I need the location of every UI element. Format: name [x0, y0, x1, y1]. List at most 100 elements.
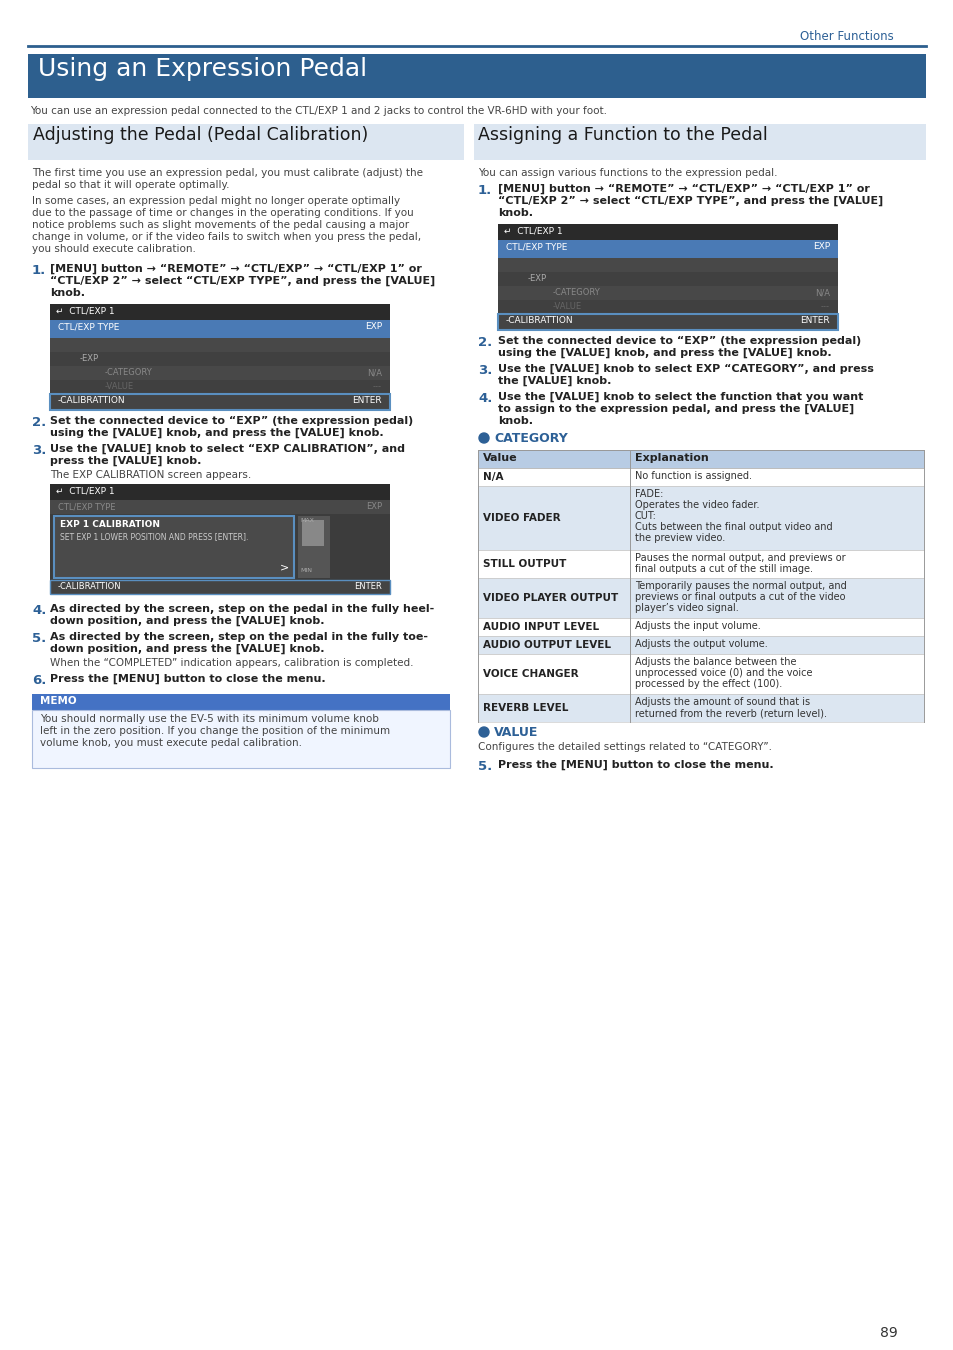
Text: using the [VALUE] knob, and press the [VALUE] knob.: using the [VALUE] knob, and press the [V… [497, 348, 831, 358]
Text: You should normally use the EV-5 with its minimum volume knob: You should normally use the EV-5 with it… [40, 714, 378, 724]
Text: VIDEO PLAYER OUTPUT: VIDEO PLAYER OUTPUT [482, 593, 618, 603]
Text: 1.: 1. [477, 184, 492, 197]
Text: AUDIO INPUT LEVEL: AUDIO INPUT LEVEL [482, 622, 598, 632]
Text: CTL/EXP TYPE: CTL/EXP TYPE [505, 242, 567, 251]
Text: AUDIO OUTPUT LEVEL: AUDIO OUTPUT LEVEL [482, 640, 610, 649]
Text: “CTL/EXP 2” → select “CTL/EXP TYPE”, and press the [VALUE]: “CTL/EXP 2” → select “CTL/EXP TYPE”, and… [497, 196, 882, 207]
Text: -CATEGORY: -CATEGORY [105, 369, 152, 377]
Text: Adjusts the input volume.: Adjusts the input volume. [635, 621, 760, 630]
Bar [50, 500, 390, 514]
Text: left in the zero position. If you change the position of the minimum: left in the zero position. If you change… [40, 726, 390, 736]
Text: -EXP: -EXP [527, 274, 547, 284]
Text: Use the [VALUE] knob to select “EXP CALIBRATION”, and: Use the [VALUE] knob to select “EXP CALI… [50, 444, 405, 454]
Text: 5.: 5. [477, 760, 492, 774]
Text: SET EXP 1 LOWER POSITION AND PRESS [ENTER].: SET EXP 1 LOWER POSITION AND PRESS [ENTE… [60, 532, 248, 541]
Bar [497, 224, 837, 240]
Circle shape [478, 728, 489, 737]
Text: Value: Value [482, 454, 517, 463]
Text: ENTER: ENTER [352, 396, 381, 405]
Text: to assign to the expression pedal, and press the [VALUE]: to assign to the expression pedal, and p… [497, 404, 853, 414]
Text: -CATEGORY: -CATEGORY [553, 288, 600, 297]
Text: Pauses the normal output, and previews or: Pauses the normal output, and previews o… [635, 554, 844, 563]
Text: you should execute calibration.: you should execute calibration. [32, 244, 195, 254]
Text: CATEGORY: CATEGORY [494, 432, 567, 446]
Bar [50, 366, 390, 379]
Bar [477, 468, 923, 486]
Text: 6.: 6. [32, 674, 47, 687]
Text: -VALUE: -VALUE [105, 382, 134, 391]
Bar [497, 271, 837, 286]
Text: -VALUE: -VALUE [553, 302, 581, 311]
Bar [497, 258, 837, 271]
Text: EXP: EXP [364, 323, 381, 331]
Text: ---: --- [373, 382, 381, 391]
Text: Use the [VALUE] knob to select EXP “CATEGORY”, and press: Use the [VALUE] knob to select EXP “CATE… [497, 364, 873, 374]
Text: MIN: MIN [299, 568, 312, 572]
Text: final outputs a cut of the still image.: final outputs a cut of the still image. [635, 564, 812, 574]
Bar [50, 580, 390, 594]
Text: -CALIBRATTION: -CALIBRATTION [58, 582, 121, 591]
Bar [477, 549, 923, 578]
Text: STILL OUTPUT: STILL OUTPUT [482, 559, 566, 568]
Text: Adjusts the amount of sound that is: Adjusts the amount of sound that is [635, 697, 809, 707]
Text: You can assign various functions to the expression pedal.: You can assign various functions to the … [477, 167, 777, 178]
Text: [MENU] button → “REMOTE” → “CTL/EXP” → “CTL/EXP 1” or: [MENU] button → “REMOTE” → “CTL/EXP” → “… [50, 265, 421, 274]
Text: player’s video signal.: player’s video signal. [635, 603, 738, 613]
Bar [50, 352, 390, 366]
Text: volume knob, you must execute pedal calibration.: volume knob, you must execute pedal cali… [40, 738, 302, 748]
Text: down position, and press the [VALUE] knob.: down position, and press the [VALUE] kno… [50, 644, 324, 655]
Text: In some cases, an expression pedal might no longer operate optimally: In some cases, an expression pedal might… [32, 196, 399, 207]
Text: unprocessed voice (0) and the voice: unprocessed voice (0) and the voice [635, 668, 812, 678]
Text: FADE:: FADE: [635, 489, 662, 500]
Text: change in volume, or if the video fails to switch when you press the pedal,: change in volume, or if the video fails … [32, 232, 420, 242]
Bar [50, 304, 390, 320]
Text: 1.: 1. [32, 265, 46, 277]
Text: ↵  CTL/EXP 1: ↵ CTL/EXP 1 [56, 486, 114, 495]
Bar [497, 300, 837, 315]
Bar [477, 450, 923, 468]
Text: down position, and press the [VALUE] knob.: down position, and press the [VALUE] kno… [50, 616, 324, 626]
Bar [477, 694, 923, 722]
Text: CTL/EXP TYPE: CTL/EXP TYPE [58, 323, 119, 331]
Bar [50, 485, 390, 500]
Text: press the [VALUE] knob.: press the [VALUE] knob. [50, 456, 201, 466]
Bar [477, 636, 923, 653]
Text: CUT:: CUT: [635, 512, 657, 521]
Text: “CTL/EXP 2” → select “CTL/EXP TYPE”, and press the [VALUE]: “CTL/EXP 2” → select “CTL/EXP TYPE”, and… [50, 275, 435, 286]
Text: REVERB LEVEL: REVERB LEVEL [482, 703, 568, 713]
Text: using the [VALUE] knob, and press the [VALUE] knob.: using the [VALUE] knob, and press the [V… [50, 428, 383, 439]
Text: ↵  CTL/EXP 1: ↵ CTL/EXP 1 [503, 225, 562, 235]
Text: Operates the video fader.: Operates the video fader. [635, 500, 759, 510]
Text: -EXP: -EXP [80, 354, 99, 363]
Text: When the “COMPLETED” indication appears, calibration is completed.: When the “COMPLETED” indication appears,… [50, 657, 413, 668]
Text: 3.: 3. [477, 364, 492, 377]
Circle shape [478, 433, 489, 443]
Text: 4.: 4. [32, 603, 47, 617]
Text: 2.: 2. [477, 336, 492, 350]
Bar [497, 240, 837, 258]
Text: -CALIBRATTION: -CALIBRATTION [505, 316, 573, 325]
Text: Explanation: Explanation [635, 454, 708, 463]
Text: ENTER: ENTER [354, 582, 381, 591]
Text: N/A: N/A [367, 369, 381, 377]
Bar [32, 710, 450, 768]
Text: N/A: N/A [814, 288, 829, 297]
Bar [50, 379, 390, 394]
Bar [302, 520, 324, 545]
Text: Adjusts the balance between the: Adjusts the balance between the [635, 657, 796, 667]
Bar [477, 578, 923, 618]
Text: notice problems such as slight movements of the pedal causing a major: notice problems such as slight movements… [32, 220, 409, 230]
Bar [477, 618, 923, 636]
Bar [54, 516, 294, 578]
Text: 4.: 4. [477, 392, 492, 405]
Text: EXP 1 CALIBRATION: EXP 1 CALIBRATION [60, 520, 160, 529]
Text: processed by the effect (100).: processed by the effect (100). [635, 679, 781, 688]
Bar [50, 394, 390, 410]
Text: EXP: EXP [812, 242, 829, 251]
Text: Configures the detailed settings related to “CATEGORY”.: Configures the detailed settings related… [477, 743, 771, 752]
Text: knob.: knob. [497, 416, 533, 427]
Text: ---: --- [821, 302, 829, 311]
Text: As directed by the screen, step on the pedal in the fully toe-: As directed by the screen, step on the p… [50, 632, 428, 643]
Text: VIDEO FADER: VIDEO FADER [482, 513, 560, 522]
Bar [474, 124, 925, 161]
